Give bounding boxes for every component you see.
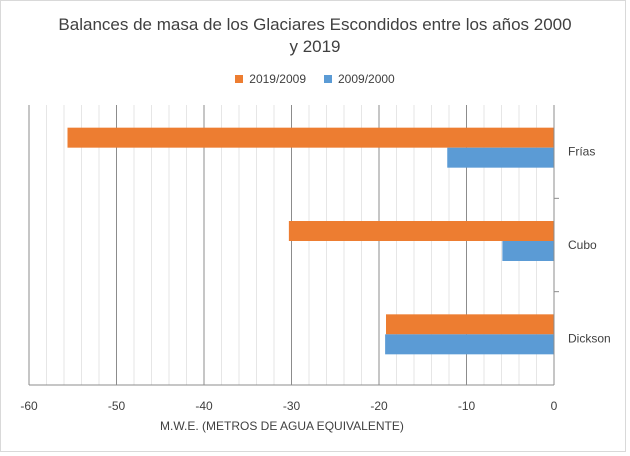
- x-tick-label: 0: [551, 399, 558, 413]
- bar-2019-2009-cubo: [288, 221, 554, 241]
- x-tick-label: -10: [458, 399, 476, 413]
- x-tick-label: -30: [283, 399, 301, 413]
- legend-swatch-2009-2000: [324, 75, 332, 83]
- bar-2009-2000-cubo: [502, 241, 554, 261]
- legend-entry-2009-2000: 2009/2000: [324, 72, 395, 86]
- chart-title-line-1: Balances de masa de los Glaciares Escond…: [58, 15, 572, 34]
- chart-legend: 2019/2009 2009/2000: [0, 72, 630, 86]
- bar-2019-2009-dickson: [386, 314, 554, 335]
- chart-title-line-2: y 2019: [289, 37, 341, 56]
- bar-2009-2000-dickson: [385, 334, 554, 355]
- category-label: Cubo: [568, 238, 597, 252]
- x-tick-label: -20: [370, 399, 388, 413]
- x-tick-label: -50: [108, 399, 126, 413]
- legend-entry-2019-2009: 2019/2009: [235, 72, 306, 86]
- category-label: Frías: [568, 145, 595, 159]
- bar-2009-2000-frías: [447, 147, 554, 168]
- legend-label-2009-2000: 2009/2000: [338, 72, 395, 86]
- x-axis-title: M.W.E. (METROS DE AGUA EQUIVALENTE): [160, 419, 404, 433]
- bar-2019-2009-frías: [67, 127, 554, 148]
- x-tick-label: -60: [20, 399, 38, 413]
- x-tick-label: -40: [195, 399, 213, 413]
- legend-swatch-2019-2009: [235, 75, 244, 83]
- category-label: Dickson: [568, 331, 611, 345]
- legend-label-2019-2009: 2019/2009: [249, 72, 306, 86]
